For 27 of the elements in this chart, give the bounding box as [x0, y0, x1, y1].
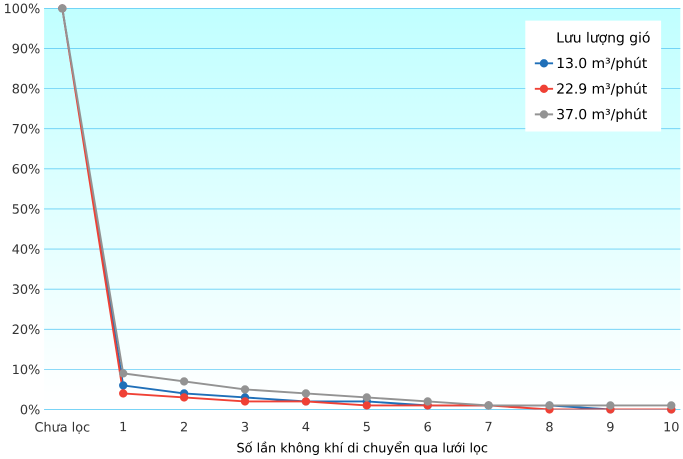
y-tick-label: 30% — [12, 284, 40, 294]
x-tick-label: 1 — [120, 422, 126, 432]
x-tick-label: 5 — [364, 422, 370, 432]
x-tick-label: 8 — [546, 422, 553, 432]
y-tick-label: 0% — [20, 404, 40, 415]
x-tick-label: 10 — [664, 422, 679, 432]
y-tick-label: 60% — [12, 164, 40, 174]
y-tick-label: 90% — [12, 44, 40, 54]
y-tick-label: 80% — [12, 84, 40, 94]
y-tick-label: 100% — [4, 4, 40, 14]
legend-title: Lưu lượng gió — [558, 32, 650, 46]
x-tick-label: 3 — [242, 422, 248, 432]
x-tick-label: 6 — [424, 422, 431, 432]
y-tick-label: 20% — [12, 324, 40, 334]
legend-label: 22.9 m³/phút — [557, 82, 647, 97]
x-tick-label: Chưa lọc — [35, 422, 90, 434]
y-tick-label: 10% — [13, 364, 40, 374]
legend-label: 37.0 m³/phút — [557, 108, 647, 122]
y-tick-label: 40% — [12, 244, 40, 254]
x-axis-title: Số lần không khí di chuyển qua lưới lọc — [237, 441, 488, 456]
y-tick-label: 70% — [12, 124, 40, 134]
x-tick-label: 9 — [607, 422, 614, 432]
legend-label: 13.0 m³/phút — [558, 57, 647, 72]
x-tick-label: 2 — [180, 422, 187, 432]
x-tick-label: 4 — [302, 422, 310, 432]
x-tick-label: 7 — [486, 422, 492, 432]
y-tick-label: 50% — [12, 204, 40, 214]
